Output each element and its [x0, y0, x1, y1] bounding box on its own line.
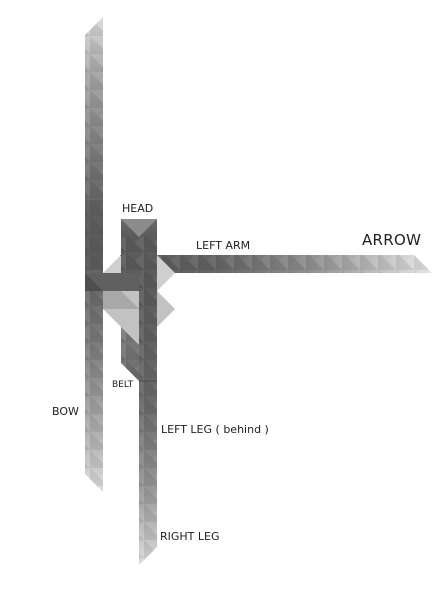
belt-label: BELT	[112, 380, 134, 390]
bow	[85, 17, 103, 492]
arrow	[120, 255, 432, 273]
left-leg-label: LEFT LEG ( behind )	[161, 423, 269, 436]
right-leg-label: RIGHT LEG	[160, 530, 220, 543]
right-leg	[139, 273, 157, 565]
arrow-label: ARROW	[362, 231, 422, 249]
torso	[121, 237, 157, 273]
bow-label: BOW	[52, 405, 79, 418]
head	[121, 219, 157, 237]
head-label: HEAD	[122, 202, 154, 215]
left-arm-label: LEFT ARM	[196, 239, 251, 252]
